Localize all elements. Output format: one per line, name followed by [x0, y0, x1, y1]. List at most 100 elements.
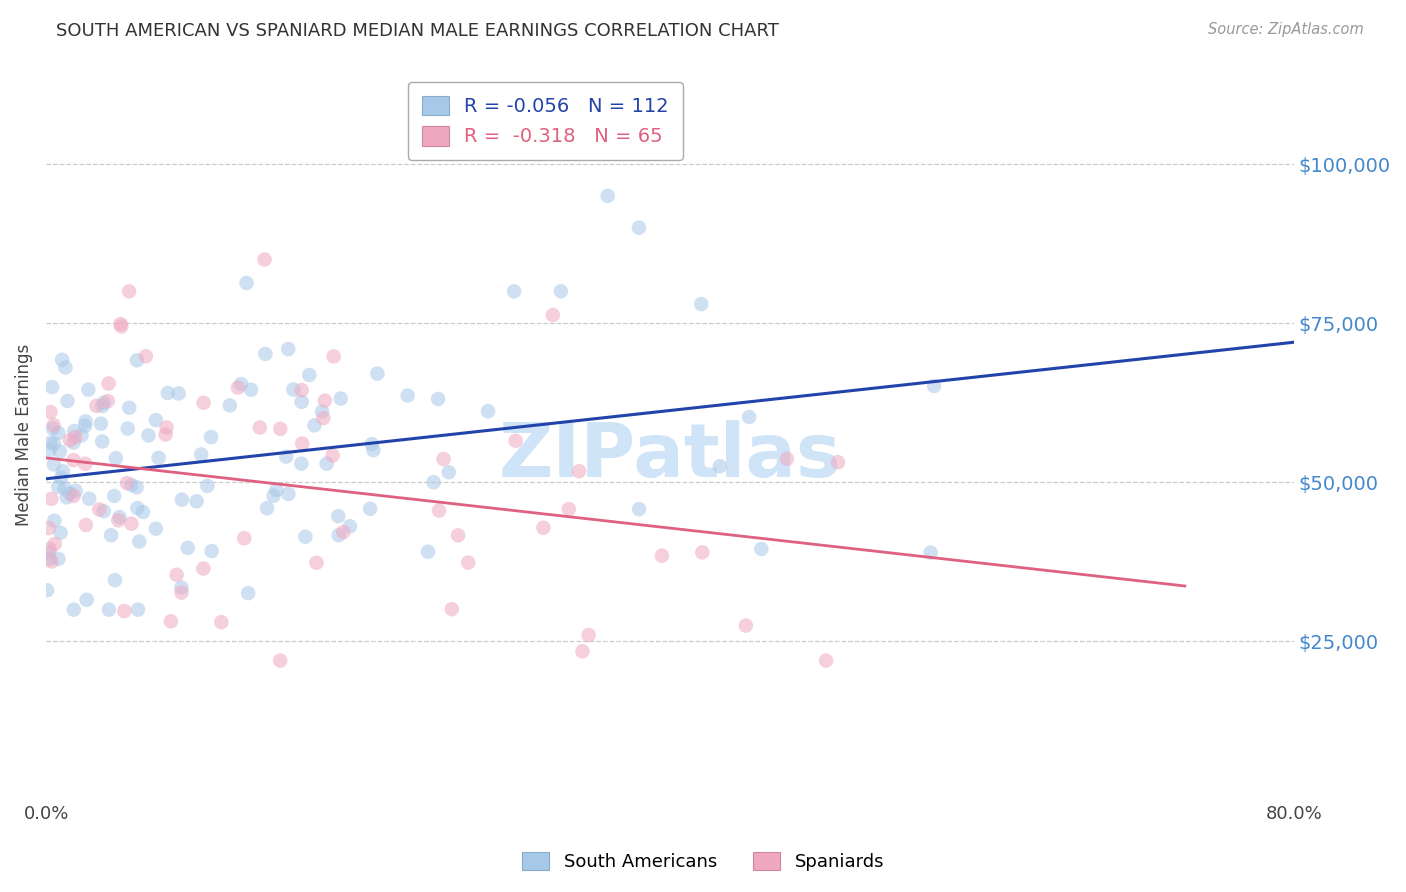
Point: [62, 435, 84, 450]
Point: [70, 428, 93, 442]
Point: [200, 430, 222, 444]
Point: [170, 585, 193, 599]
Point: [235, 276, 257, 290]
Point: [277, 487, 299, 501]
Point: [132, 505, 155, 519]
Point: [322, 350, 344, 364]
Point: [776, 451, 799, 466]
Point: [170, 581, 193, 595]
Point: [135, 349, 157, 363]
Point: [578, 628, 600, 642]
Point: [93, 395, 115, 409]
Point: [100, 528, 122, 542]
Point: [77, 383, 100, 397]
Point: [93, 504, 115, 518]
Point: [690, 297, 713, 311]
Point: [63, 424, 86, 438]
Point: [291, 395, 314, 409]
Point: [56, 394, 79, 409]
Point: [312, 411, 335, 425]
Point: [117, 421, 139, 435]
Point: [55, 491, 77, 505]
Point: [53, 482, 76, 496]
Point: [922, 379, 945, 393]
Point: [328, 509, 350, 524]
Point: [65, 483, 87, 498]
Point: [41, 491, 63, 506]
Point: [339, 519, 361, 533]
Point: [42, 421, 65, 435]
Point: [42, 436, 65, 450]
Point: [59, 434, 82, 448]
Point: [457, 556, 479, 570]
Point: [48, 552, 70, 566]
Point: [75, 418, 97, 433]
Point: [541, 308, 564, 322]
Point: [148, 450, 170, 465]
Point: [167, 386, 190, 401]
Point: [195, 479, 218, 493]
Point: [38, 443, 60, 458]
Point: [627, 220, 650, 235]
Point: [503, 285, 526, 299]
Point: [571, 644, 593, 658]
Point: [447, 528, 470, 542]
Point: [75, 457, 97, 471]
Point: [127, 501, 149, 516]
Point: [298, 368, 321, 382]
Point: [254, 347, 277, 361]
Point: [920, 546, 942, 560]
Point: [437, 465, 460, 479]
Point: [240, 383, 263, 397]
Point: [110, 317, 132, 331]
Point: [177, 541, 200, 555]
Point: [305, 556, 328, 570]
Point: [201, 544, 224, 558]
Point: [226, 381, 249, 395]
Legend: South Americans, Spaniards: South Americans, Spaniards: [515, 845, 891, 879]
Point: [432, 452, 454, 467]
Point: [89, 502, 111, 516]
Point: [477, 404, 499, 418]
Point: [110, 319, 132, 334]
Legend: R = -0.056   N = 112, R =  -0.318   N = 65: R = -0.056 N = 112, R = -0.318 N = 65: [408, 82, 683, 160]
Point: [190, 448, 212, 462]
Point: [263, 489, 285, 503]
Point: [118, 401, 141, 415]
Text: ZIPatlas: ZIPatlas: [499, 420, 841, 493]
Point: [103, 489, 125, 503]
Y-axis label: Median Male Earnings: Median Male Earnings: [15, 343, 32, 525]
Point: [709, 459, 731, 474]
Point: [269, 422, 291, 436]
Point: [314, 393, 336, 408]
Point: [193, 561, 215, 575]
Point: [42, 418, 65, 433]
Point: [186, 494, 208, 508]
Point: [311, 404, 333, 418]
Point: [332, 525, 354, 540]
Point: [427, 392, 450, 406]
Point: [238, 586, 260, 600]
Point: [427, 503, 450, 517]
Point: [62, 489, 84, 503]
Point: [359, 501, 381, 516]
Point: [315, 457, 337, 471]
Point: [115, 476, 138, 491]
Point: [112, 604, 135, 618]
Point: [86, 399, 108, 413]
Point: [155, 427, 177, 442]
Point: [48, 480, 70, 494]
Point: [209, 615, 232, 629]
Point: [51, 352, 73, 367]
Point: [104, 573, 127, 587]
Point: [596, 189, 619, 203]
Point: [38, 545, 60, 559]
Point: [276, 450, 298, 464]
Point: [97, 394, 120, 409]
Point: [120, 516, 142, 531]
Point: [628, 502, 651, 516]
Point: [422, 475, 444, 490]
Point: [550, 285, 572, 299]
Point: [128, 534, 150, 549]
Point: [269, 654, 291, 668]
